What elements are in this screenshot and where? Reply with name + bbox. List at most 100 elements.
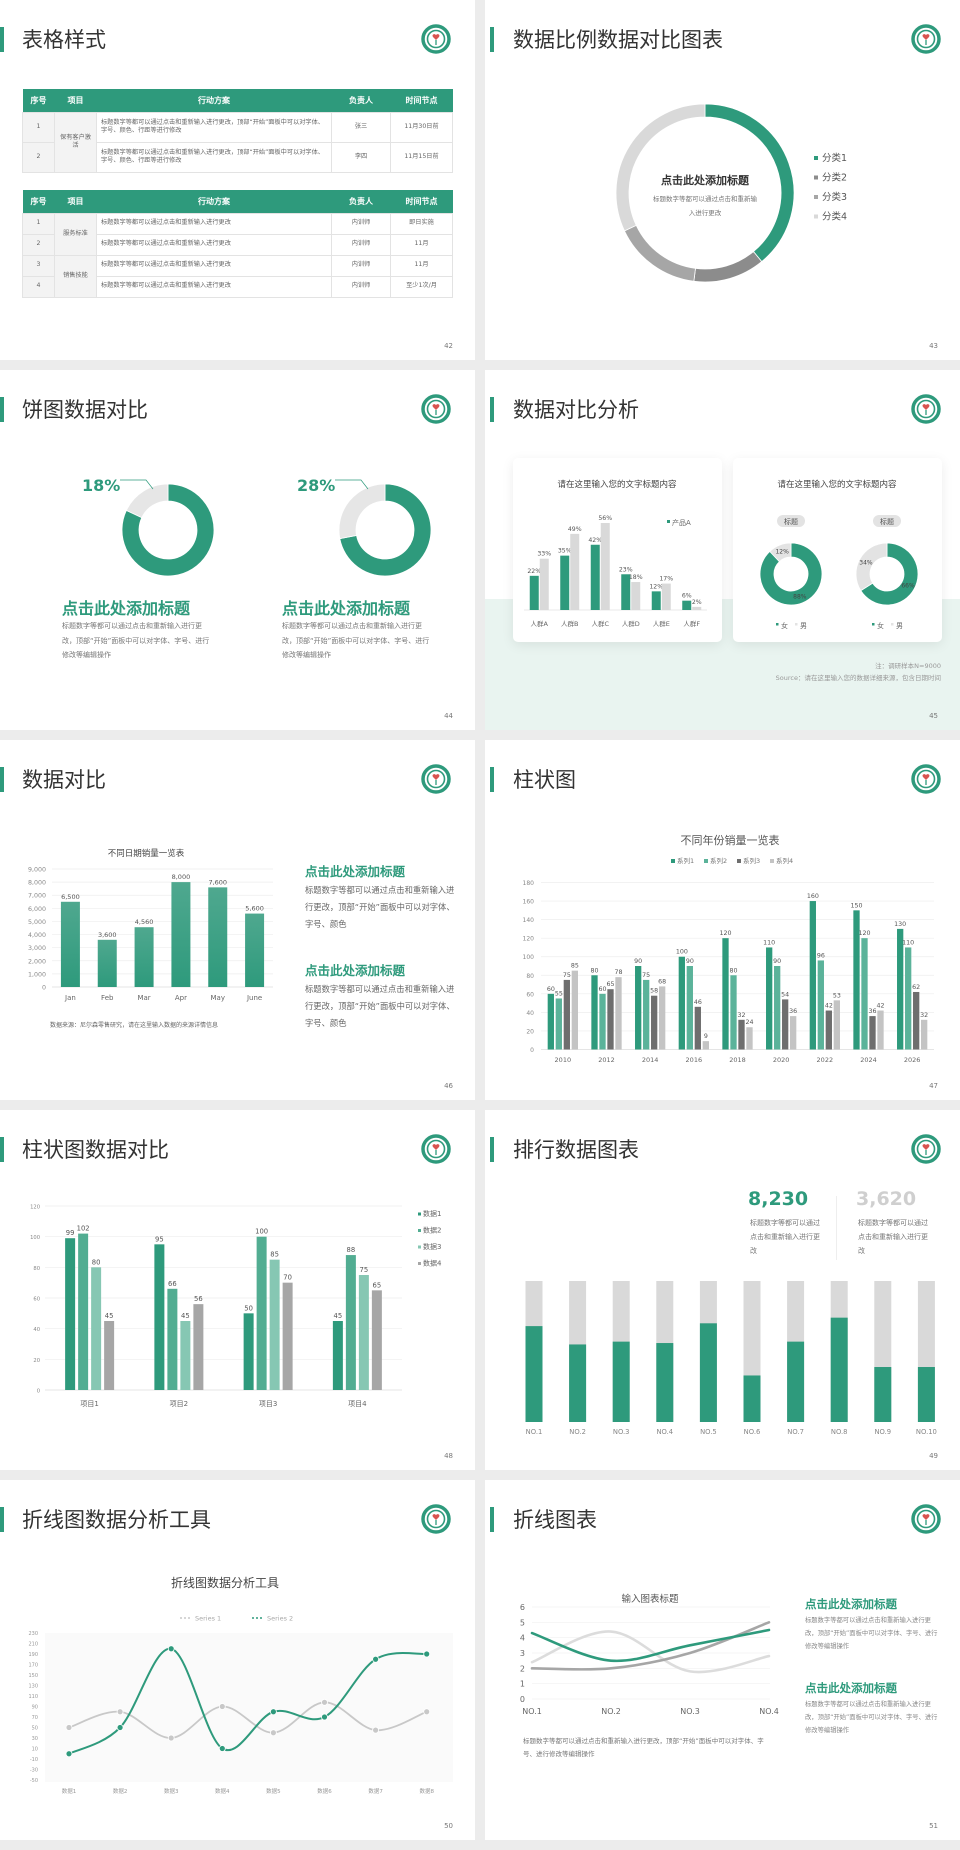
- bar: [631, 582, 641, 610]
- bar: [60, 901, 80, 987]
- data-point[interactable]: [65, 1724, 73, 1731]
- data-label: 65: [373, 1281, 382, 1289]
- data-point[interactable]: [65, 1750, 73, 1758]
- logo-icon: [421, 24, 451, 54]
- title-accent-bar: [0, 767, 4, 792]
- x-tick-label: May: [211, 994, 225, 1002]
- data-label: 3,600: [98, 931, 117, 939]
- data-point[interactable]: [269, 1708, 277, 1716]
- bar: [787, 1341, 805, 1422]
- logo-ring: [911, 1504, 941, 1534]
- legend-label: 分类2: [822, 172, 847, 184]
- slide-43[interactable]: 数据比例数据对比图表 分类1 分类2 分类3 分类4 点击此处添加标题 标题数字等都可…: [485, 0, 960, 360]
- data-label: 8,000: [172, 873, 191, 881]
- slide-50[interactable]: 折线图数据分析工具 折线图数据分析工具 -50 -30 -10 10 30 50 70 90 11…: [0, 1480, 475, 1840]
- data-point[interactable]: [372, 1726, 380, 1734]
- legend-swatch: [891, 623, 894, 626]
- data-label: 55: [555, 990, 563, 997]
- y-tick-label: 160: [523, 899, 535, 906]
- x-tick-label: 2022: [817, 1056, 834, 1064]
- data-point[interactable]: [167, 1645, 175, 1653]
- data-label: 36: [868, 1008, 876, 1015]
- logo-heart: [432, 1144, 440, 1150]
- data-point[interactable]: [321, 1698, 328, 1706]
- item-heading[interactable]: 点击此处添加标题: [305, 963, 406, 978]
- x-tick-label: NO.10: [916, 1428, 937, 1436]
- x-tick-label: Feb: [101, 994, 114, 1002]
- data-point[interactable]: [423, 1708, 431, 1716]
- slide-47[interactable]: 柱状图 不同年份销量一览表 系列1 系列2 系列3 系列4 0 20 40 60 80 100 120…: [485, 740, 960, 1100]
- data-point[interactable]: [218, 1703, 226, 1710]
- cell-plan[interactable]: 标题数字等都可以通过点击和重新输入进行更改，顶部“开始”面板中可以对字体、字号、…: [96, 111, 332, 143]
- item-heading[interactable]: 点击此处添加标题: [805, 1681, 897, 1695]
- x-tick-label: NO.6: [744, 1428, 761, 1436]
- x-tick-label: 项目4: [348, 1400, 367, 1408]
- sample-note: 注：调研样本N=9000: [875, 662, 941, 670]
- x-tick-label: NO.4: [759, 1707, 779, 1716]
- cell-plan[interactable]: 标题数字等都可以通过点击和重新输入进行更改: [96, 254, 332, 277]
- legend-label: 数据2: [423, 1226, 441, 1235]
- cell-deadline: 11月: [390, 233, 453, 256]
- slide-48[interactable]: 柱状图数据对比 0 20 40 60 80 100 120 项目1 99 102 80 45 项目2 95…: [0, 1110, 475, 1470]
- item-heading[interactable]: 点击此处添加标题: [805, 1597, 897, 1611]
- item-heading[interactable]: 点击此处添加标题: [305, 864, 406, 879]
- y-tick-label: 3: [520, 1649, 525, 1658]
- x-tick-label: 人群A: [531, 619, 549, 628]
- x-tick-label: NO.9: [874, 1428, 891, 1436]
- line-chart: 折线图数据分析工具 -50 -30 -10 10 30 50 70 90 110 130 150 170…: [28, 1575, 453, 1795]
- x-tick-label: NO.3: [680, 1707, 700, 1716]
- item-heading[interactable]: 点击此处添加标题: [282, 599, 411, 618]
- data-label: 88: [347, 1246, 356, 1254]
- data-label: 6,500: [61, 893, 80, 901]
- slide-46[interactable]: 数据对比 不同日期销量一览表 0 1,000 2,000 3,000 4,000 5,000…: [0, 740, 475, 1100]
- x-tick-label: Jan: [64, 994, 76, 1002]
- bar: [180, 1321, 191, 1390]
- data-point[interactable]: [269, 1729, 277, 1737]
- title-accent-bar: [0, 397, 4, 422]
- cell-project: 服务标准: [54, 212, 97, 256]
- bar: [371, 1290, 382, 1390]
- data-point[interactable]: [167, 1734, 175, 1742]
- cell-plan[interactable]: 标题数字等都可以通过点击和重新输入进行更改: [96, 233, 332, 256]
- data-point[interactable]: [372, 1655, 380, 1663]
- slide-title: 柱状图: [513, 768, 576, 792]
- bar: [782, 999, 789, 1050]
- pill-label: 标题: [880, 517, 894, 526]
- data-label: 75: [563, 972, 571, 979]
- x-tick-label: 人群F: [683, 619, 700, 628]
- title-accent-bar: [490, 27, 494, 52]
- y-tick-label: -50: [30, 1778, 38, 1784]
- series-line: [530, 1628, 771, 1663]
- center-title[interactable]: 点击此处添加标题: [661, 174, 749, 187]
- cell-no: 4: [22, 275, 55, 298]
- cell-plan[interactable]: 标题数字等都可以通过点击和重新输入进行更改: [96, 275, 332, 298]
- item-heading[interactable]: 点击此处添加标题: [62, 599, 191, 618]
- data-label: 42: [876, 1003, 884, 1010]
- legend-label: 女: [781, 621, 788, 630]
- data-point[interactable]: [116, 1724, 124, 1731]
- data-point[interactable]: [116, 1708, 124, 1716]
- x-tick-label: 2024: [860, 1056, 877, 1064]
- slide-45[interactable]: 数据对比分析 请在这里输入您的文字标题内容 人群A 22% 33% 人群B 35% 49% 人…: [485, 370, 960, 730]
- data-point[interactable]: [423, 1650, 431, 1658]
- y-tick-label: 130: [28, 1684, 38, 1690]
- cell-owner: 内训师: [331, 212, 391, 235]
- data-point[interactable]: [218, 1745, 226, 1752]
- cell-plan[interactable]: 标题数字等都可以通过点击和重新输入进行更改，顶部“开始”面板中可以对字体、字号、…: [96, 141, 332, 173]
- data-label: 17%: [659, 576, 673, 583]
- logo-inner-ring: [426, 769, 446, 789]
- page-number: 50: [444, 1822, 453, 1830]
- slide-44[interactable]: 饼图数据对比 18% 28% 点击此处添加标题 标题数字等都可以通过点击和重新输入…: [0, 370, 475, 730]
- slide-51[interactable]: 折线图表 输入图表标题 0 1 2 3 4 5 6 NO.1 NO.2 NO.3 NO.4 标题数字等…: [485, 1480, 960, 1840]
- cell-plan[interactable]: 标题数字等都可以通过点击和重新输入进行更改: [96, 212, 332, 235]
- data-point[interactable]: [321, 1713, 328, 1721]
- column-header: 项目: [54, 190, 97, 213]
- bar: [78, 1233, 89, 1390]
- slide-42[interactable]: 表格样式 序号 项目 行动方案 负责人 时间节点 1 保有客户激活 标题数字等都可以通过点击和…: [0, 0, 475, 360]
- bar: [917, 1367, 935, 1422]
- item-text: 标题数字等都可以通过点击和重新输入进行更改，顶部“开始”面板中可以对字体、字号、…: [62, 622, 210, 659]
- logo-ring: [421, 1134, 451, 1164]
- legend-label: 系列4: [776, 856, 793, 865]
- x-tick-label: 2012: [598, 1056, 615, 1064]
- slide-49[interactable]: 排行数据图表 8,230 标题数字等都可以通过点击和重新输入进行更改 3,620…: [485, 1110, 960, 1470]
